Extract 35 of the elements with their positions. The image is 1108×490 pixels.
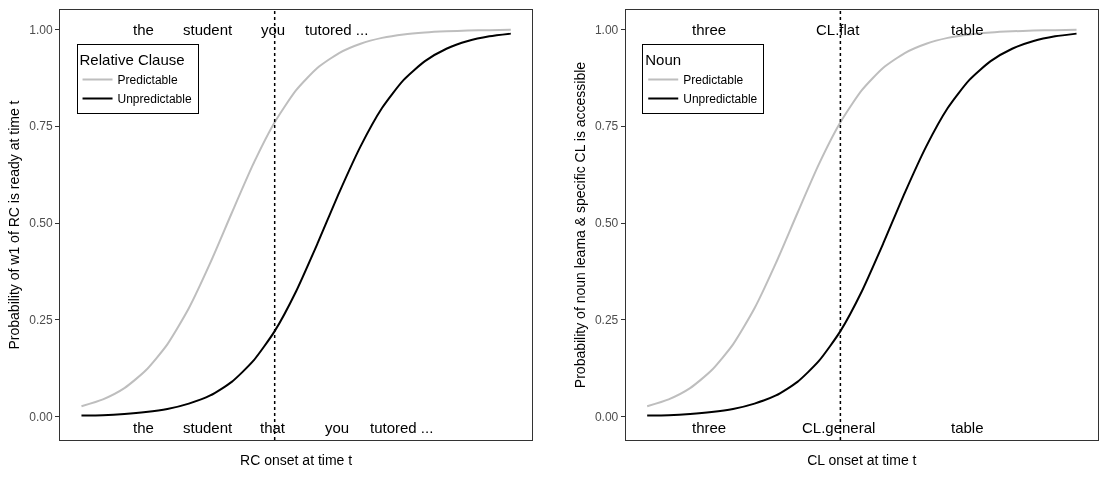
legend-label: Predictable bbox=[117, 73, 178, 88]
annotation: that bbox=[260, 419, 286, 436]
annotation: three bbox=[692, 419, 727, 436]
annotation: the bbox=[133, 419, 154, 436]
legend-label: Predictable bbox=[683, 73, 744, 88]
annotation: the bbox=[133, 21, 154, 38]
legend-title: Noun bbox=[645, 50, 682, 68]
legend-label: Unpredictable bbox=[117, 92, 192, 107]
annotation: tutored ... bbox=[305, 21, 369, 38]
annotation: student bbox=[183, 21, 234, 38]
y-tick-label: 0.25 bbox=[29, 313, 53, 328]
x-axis-title: CL onset at time t bbox=[807, 452, 917, 469]
legend-title: Relative Clause bbox=[79, 50, 185, 68]
annotation: CL.flat bbox=[816, 21, 861, 38]
legend-label: Unpredictable bbox=[683, 92, 758, 107]
y-tick-label: 0.75 bbox=[29, 119, 53, 134]
annotation: CL.general bbox=[802, 419, 876, 436]
annotation: tutored ... bbox=[370, 419, 434, 436]
annotation: table bbox=[951, 21, 984, 38]
y-axis-title: Probability of w1 of RC is ready at time t bbox=[5, 100, 22, 350]
annotation: student bbox=[183, 419, 234, 436]
y-tick-label: 0.25 bbox=[594, 313, 619, 328]
y-tick-label: 0.50 bbox=[594, 216, 619, 231]
y-tick-label: 0.00 bbox=[29, 409, 53, 424]
annotation: you bbox=[325, 419, 350, 436]
y-axis-title: Probability of noun leama & specific CL is accessible bbox=[571, 61, 588, 389]
x-axis-title: RC onset at time t bbox=[240, 452, 353, 469]
annotation: table bbox=[951, 419, 984, 436]
y-tick-label: 0.00 bbox=[594, 409, 619, 424]
y-tick-label: 1.00 bbox=[594, 22, 619, 37]
annotation: you bbox=[261, 21, 286, 38]
y-tick-label: 0.75 bbox=[594, 119, 619, 134]
annotation: three bbox=[692, 21, 727, 38]
y-tick-label: 0.50 bbox=[29, 216, 53, 231]
y-tick-label: 1.00 bbox=[29, 22, 53, 37]
